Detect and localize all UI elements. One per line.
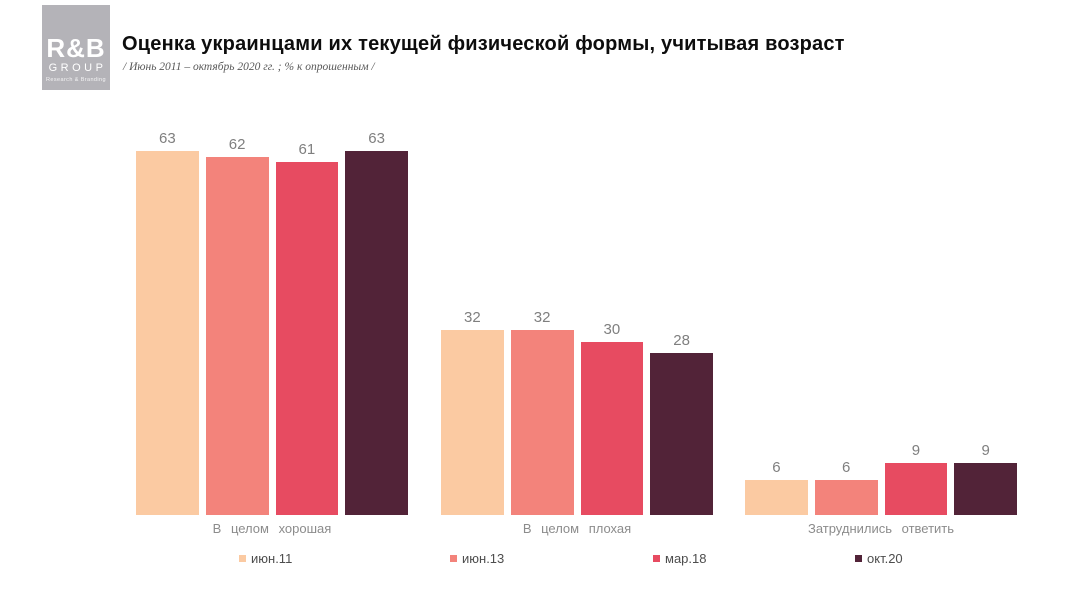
bar-июн.13-1 [510,330,574,515]
legend-item-июн.13: июн.13 [450,551,504,566]
category-label-0: В целом хорошая [212,521,332,536]
category-label-1: В целом плохая [522,521,632,536]
legend-label: окт.20 [867,551,903,566]
bar-июн.11-1 [441,330,504,515]
bar-group-0: 63 62 61 63 [136,115,408,515]
category-label-2: Затруднились ответить [807,521,955,536]
logo-main-text: R&B [46,32,106,63]
bar-value-label: 62 [228,136,246,153]
bar-value-label: 9 [911,442,921,459]
legend-marker-icon [653,555,660,562]
bar-value-label: 32 [464,309,481,326]
bar-value-label: 28 [673,332,690,349]
bar-column: 32 [441,309,504,515]
chart-title: Оценка украинцами их текущей физической … [122,33,845,55]
rb-group-logo: R&B GROUP Research & Branding [42,5,110,90]
bar-group-1: 32 32 30 28 [441,115,713,515]
bar-column: 32 [510,309,574,515]
bar-column: 61 [275,141,339,515]
logo-sub-text: GROUP [48,61,107,74]
bar-мар.18-2 [884,463,948,515]
legend-item-окт.20: окт.20 [855,551,903,566]
bar-окт.20-2 [954,463,1017,515]
bar-value-label: 6 [772,459,781,476]
bar-окт.20-0 [345,151,408,515]
bar-group-2: 6 6 9 9 [745,115,1017,515]
bar-column: 28 [650,332,713,515]
bar-column: 6 [814,459,878,515]
legend-item-мар.18: мар.18 [653,551,706,566]
bar-окт.20-1 [650,353,713,515]
bar-июн.11-2 [745,480,808,515]
legend-item-июн.11: июн.11 [239,551,292,566]
legend-label: мар.18 [665,551,707,566]
legend-marker-icon [239,555,246,562]
bar-column: 62 [205,136,269,515]
legend-label: июн.11 [251,551,293,566]
bar-value-label: 63 [159,130,176,147]
legend-marker-icon [450,555,457,562]
bar-value-label: 63 [368,130,385,147]
bar-column: 9 [884,442,948,515]
bar-column: 6 [745,459,808,515]
chart-subtitle: / Июнь 2011 – октябрь 2020 гг. ; % к опр… [123,61,375,73]
bar-column: 30 [580,321,644,515]
bar-июн.11-0 [136,151,199,515]
bar-value-label: 32 [533,309,551,326]
bar-column: 63 [345,130,408,515]
bar-column: 9 [954,442,1017,515]
bar-value-label: 9 [981,442,990,459]
bar-value-label: 30 [603,321,621,338]
bar-мар.18-0 [275,162,339,515]
bar-мар.18-1 [580,342,644,515]
bar-column: 63 [136,130,199,515]
logo-tagline: Research & Branding [46,77,106,83]
bar-value-label: 61 [298,141,316,158]
bar-июн.13-2 [814,480,878,515]
legend-label: июн.13 [462,551,505,566]
legend-marker-icon [855,555,862,562]
bar-value-label: 6 [841,459,851,476]
bar-июн.13-0 [205,157,269,515]
